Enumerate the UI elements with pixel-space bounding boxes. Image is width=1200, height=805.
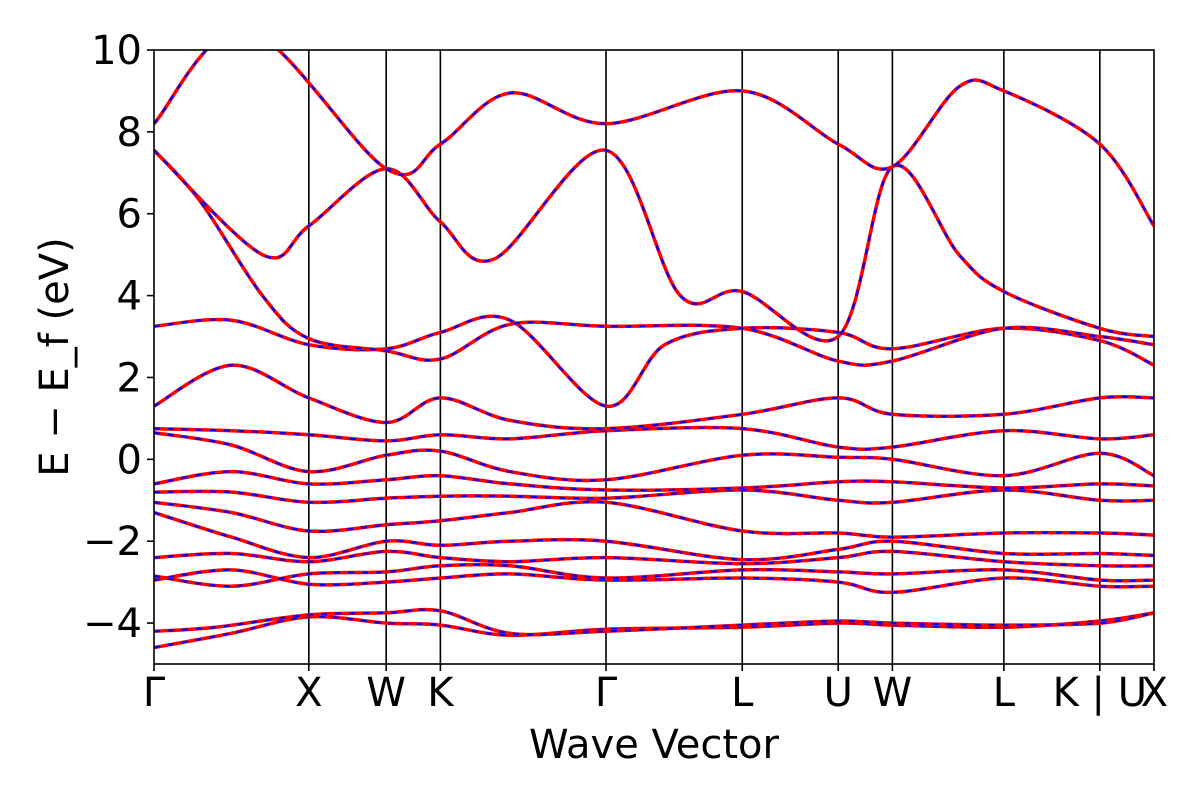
band-9-red bbox=[154, 430, 1154, 483]
plot-frame bbox=[153, 49, 1155, 665]
y-tick-label: −4 bbox=[83, 601, 142, 647]
band-6-blue-dashed bbox=[154, 500, 1154, 539]
y-axis-label: E − E_f (eV) bbox=[32, 237, 78, 476]
kpoint-lines bbox=[307, 50, 1101, 664]
x-tick-label: L bbox=[993, 670, 1016, 716]
band-8-blue-dashed bbox=[154, 470, 1154, 492]
y-tick-label: 4 bbox=[117, 274, 142, 320]
y-tick-label: 10 bbox=[91, 28, 142, 74]
x-tick-label: W bbox=[366, 670, 406, 716]
band-lines bbox=[154, 50, 1154, 650]
x-tick-label: Γ bbox=[143, 670, 166, 716]
band-2-blue-dashed bbox=[154, 568, 1154, 594]
x-tick-label: K bbox=[427, 670, 455, 716]
band-7-blue-dashed bbox=[154, 488, 1154, 505]
y-tick-label: −2 bbox=[83, 519, 142, 565]
x-tick-label: Γ bbox=[595, 670, 618, 716]
y-tick-label: 2 bbox=[117, 355, 142, 401]
x-tick-label: X bbox=[295, 670, 322, 716]
band-5-blue-dashed bbox=[154, 511, 1154, 561]
band-10-blue-dashed bbox=[154, 426, 1154, 451]
band-15-red bbox=[154, 50, 1154, 227]
band-0-blue-dashed bbox=[154, 611, 1154, 649]
x-tick-label: U bbox=[824, 670, 853, 716]
y-tick-label: 8 bbox=[117, 110, 142, 156]
band-13-blue-dashed bbox=[154, 149, 1154, 367]
x-tick-label: X bbox=[1141, 670, 1168, 716]
x-tick-label: K | U bbox=[1053, 670, 1147, 716]
band-14-blue-dashed bbox=[154, 149, 1154, 342]
band-3-blue-dashed bbox=[154, 563, 1154, 588]
band-1-blue-dashed bbox=[154, 608, 1154, 636]
x-tick-label: L bbox=[731, 670, 754, 716]
x-axis-label: Wave Vector bbox=[529, 722, 780, 768]
band-11-blue-dashed bbox=[154, 364, 1154, 430]
x-tick-label: W bbox=[873, 670, 913, 716]
y-axis-ticks: −4 −2 0 2 4 6 8 10 bbox=[83, 28, 154, 647]
y-tick-label: 0 bbox=[117, 437, 142, 483]
band-4-blue-dashed bbox=[154, 550, 1154, 568]
y-tick-label: 6 bbox=[117, 192, 142, 238]
band-12-blue-dashed bbox=[154, 315, 1154, 408]
